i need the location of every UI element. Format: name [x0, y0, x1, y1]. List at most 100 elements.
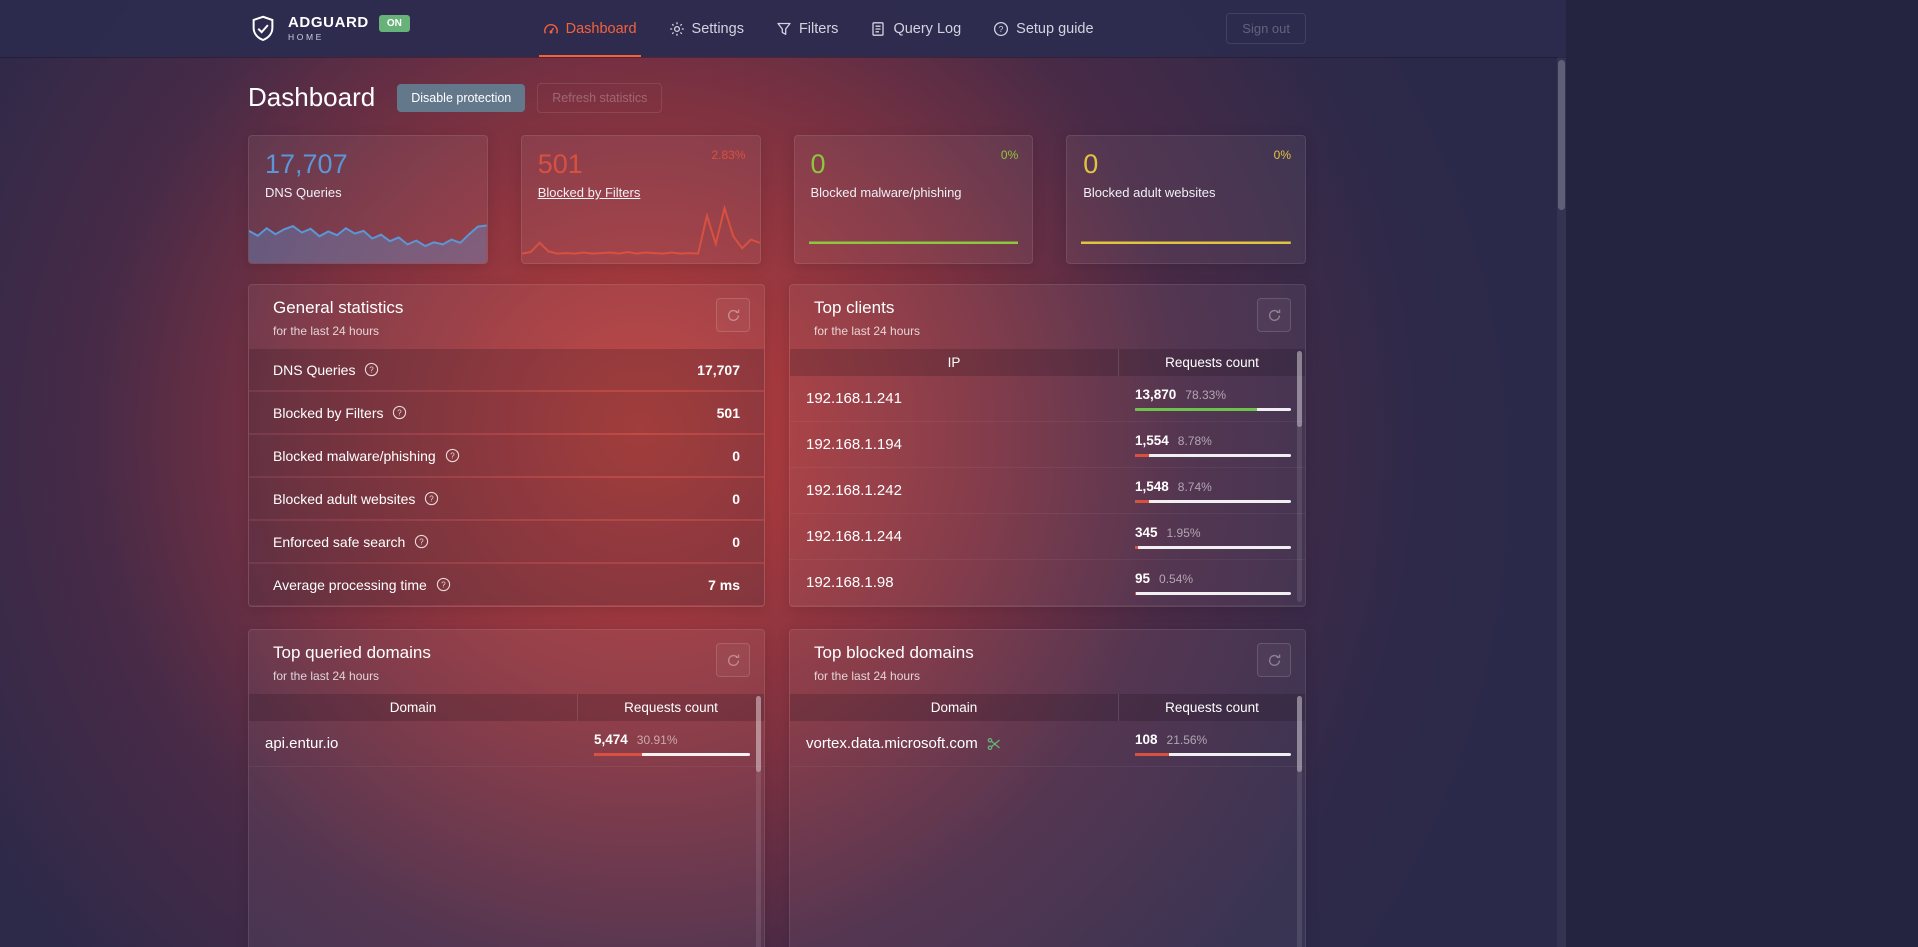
card-scrollbar-thumb[interactable]: [756, 696, 761, 772]
general-stat-row: Enforced safe search ? 0: [249, 521, 764, 562]
brand-name: ADGUARD: [288, 14, 369, 32]
stat-card-blocked-by-filters: 501 Blocked by Filters 2.83%: [520, 135, 761, 264]
help-icon[interactable]: ?: [392, 405, 407, 420]
row-progress-fill: [1135, 752, 1169, 756]
general-stat-value: 7 ms: [708, 576, 740, 593]
row-requests-count: 108: [1135, 731, 1158, 747]
row-progress-track: [1135, 545, 1291, 549]
help-icon[interactable]: ?: [414, 534, 429, 549]
card-scrollbar[interactable]: [1297, 696, 1302, 947]
nav-item-query-log[interactable]: Query Log: [870, 0, 961, 57]
table-body: api.entur.io 5,474 30.91%: [249, 721, 764, 767]
row-progress-fill: [1135, 407, 1258, 411]
stat-card-value: 0: [1083, 149, 1099, 179]
general-stat-row: Blocked malware/phishing ? 0: [249, 435, 764, 476]
nav-item-setup-guide[interactable]: ? Setup guide: [993, 0, 1094, 57]
refresh-icon: [1267, 308, 1282, 323]
blocked-service-icon: [986, 736, 1002, 752]
general-stat-value: 0: [732, 490, 740, 507]
column-header-requests: Requests count: [624, 700, 718, 715]
nav-item-dashboard[interactable]: Dashboard: [538, 0, 641, 57]
row-progress-track: [1135, 499, 1291, 503]
refresh-statistics-button[interactable]: Refresh statistics: [537, 82, 663, 113]
general-stat-value: 17,707: [697, 361, 740, 378]
card-scrollbar-thumb[interactable]: [1297, 351, 1302, 427]
column-header-ip: IP: [790, 349, 1119, 376]
card-scrollbar[interactable]: [756, 696, 761, 947]
disable-protection-button[interactable]: Disable protection: [397, 83, 526, 112]
nav-item-filters[interactable]: Filters: [776, 0, 838, 57]
table-row: 192.168.1.98 95 0.54%: [790, 560, 1305, 606]
help-icon[interactable]: ?: [364, 362, 379, 377]
stat-card-label: DNS Queries: [265, 185, 342, 200]
stat-card-sparkline: [808, 241, 1019, 245]
top-blocked-domains-card: Top blocked domains for the last 24 hour…: [789, 629, 1306, 947]
general-stat-label: Blocked by Filters: [273, 404, 384, 421]
row-percent: 0.54%: [1159, 571, 1194, 586]
stat-cards-row: 17,707 DNS Queries 501 Blocked by Filter…: [248, 135, 1306, 264]
sign-out-button[interactable]: Sign out: [1226, 13, 1306, 44]
card-title: Top blocked domains: [814, 643, 974, 662]
row-percent: 30.91%: [636, 732, 678, 747]
row-name-link[interactable]: api.entur.io: [265, 735, 339, 752]
page-title: Dashboard: [248, 82, 376, 112]
row-percent: 21.56%: [1166, 732, 1208, 747]
row-name-link[interactable]: 192.168.1.241: [806, 390, 902, 407]
row-requests-count: 5,474: [594, 731, 628, 747]
help-icon[interactable]: ?: [445, 448, 460, 463]
row-name-link[interactable]: 192.168.1.98: [806, 574, 894, 591]
stat-card-percent: 0%: [1273, 148, 1291, 162]
stat-card-label[interactable]: Blocked by Filters: [537, 185, 641, 200]
brand-logo[interactable]: ADGUARD HOME ON: [248, 14, 410, 44]
row-progress-track: [1135, 407, 1291, 411]
refresh-button[interactable]: [716, 643, 750, 677]
table-body: vortex.data.microsoft.com 108 21.56%: [790, 721, 1305, 767]
refresh-icon: [1267, 653, 1282, 668]
row-percent: 8.78%: [1177, 433, 1212, 448]
stat-card-blocked-malware-phishing: 0 Blocked malware/phishing 0%: [793, 135, 1034, 264]
row-progress-fill: [1135, 591, 1136, 595]
row-name-link[interactable]: 192.168.1.244: [806, 528, 902, 545]
card-scrollbar-thumb[interactable]: [1297, 696, 1302, 772]
nav-item-label: Setup guide: [1016, 20, 1094, 37]
row-name-link[interactable]: 192.168.1.242: [806, 482, 902, 499]
table-row: 192.168.1.242 1,548 8.74%: [790, 468, 1305, 514]
svg-text:?: ?: [420, 537, 425, 546]
column-header-domain: Domain: [790, 694, 1119, 721]
nav-item-label: Dashboard: [565, 20, 637, 37]
stat-card-sparkline: [521, 204, 760, 255]
page-scrollbar[interactable]: [1557, 57, 1566, 947]
refresh-button[interactable]: [1257, 643, 1291, 677]
help-icon[interactable]: ?: [436, 577, 451, 592]
card-title: Top queried domains: [273, 643, 431, 662]
stat-card-value: 501: [537, 149, 583, 179]
page-scrollbar-thumb[interactable]: [1558, 60, 1565, 210]
card-subtitle: for the last 24 hours: [814, 669, 921, 683]
stat-card-sparkline: [1081, 241, 1291, 245]
table-body: 192.168.1.241 13,870 78.33% 192.168.1.19…: [790, 376, 1305, 606]
column-header-requests: Requests count: [1165, 700, 1259, 715]
refresh-icon: [726, 308, 741, 323]
nav-item-label: Query Log: [893, 20, 962, 37]
help-icon[interactable]: ?: [424, 491, 439, 506]
general-stat-row: Average processing time ? 7 ms: [249, 564, 764, 605]
general-stat-value: 0: [732, 533, 740, 550]
table-header: Domain Requests count: [249, 694, 764, 721]
row-name-link[interactable]: vortex.data.microsoft.com: [806, 735, 978, 752]
general-statistics-card: General statistics for the last 24 hours…: [248, 284, 765, 607]
column-header-requests: Requests count: [1165, 355, 1259, 370]
app-window: ADGUARD HOME ON Dashboard Settings Filters…: [0, 0, 1566, 947]
svg-text:?: ?: [370, 365, 375, 374]
svg-text:?: ?: [441, 580, 446, 589]
card-scrollbar[interactable]: [1297, 351, 1302, 602]
general-stat-row: Blocked by Filters ? 501: [249, 392, 764, 433]
nav-item-settings[interactable]: Settings: [669, 0, 744, 57]
nav-item-label: Filters: [798, 20, 839, 37]
refresh-button[interactable]: [1257, 298, 1291, 332]
row-name-link[interactable]: 192.168.1.194: [806, 436, 902, 453]
row-progress-track: [1135, 752, 1291, 756]
settings-icon: [669, 21, 685, 37]
row-progress-fill: [1135, 545, 1139, 549]
row-percent: 8.74%: [1177, 479, 1212, 494]
refresh-button[interactable]: [716, 298, 750, 332]
